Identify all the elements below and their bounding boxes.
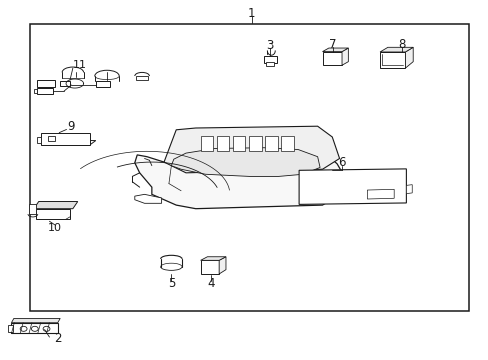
Polygon shape <box>29 204 36 214</box>
Polygon shape <box>11 323 58 333</box>
Polygon shape <box>366 189 393 199</box>
Text: 5: 5 <box>167 278 175 291</box>
Polygon shape <box>135 194 161 203</box>
Polygon shape <box>216 136 229 150</box>
Polygon shape <box>163 126 339 173</box>
Polygon shape <box>34 89 37 93</box>
Text: 10: 10 <box>48 224 62 233</box>
Polygon shape <box>322 48 347 51</box>
Polygon shape <box>264 56 276 63</box>
Polygon shape <box>405 47 412 68</box>
Text: 6: 6 <box>338 156 345 168</box>
Bar <box>30 24 468 311</box>
Polygon shape <box>379 47 412 52</box>
Polygon shape <box>34 202 78 209</box>
Polygon shape <box>36 209 70 220</box>
Text: 4: 4 <box>207 278 215 291</box>
Polygon shape <box>341 48 347 65</box>
Polygon shape <box>37 88 53 94</box>
Text: 11: 11 <box>73 60 86 70</box>
Text: 3: 3 <box>266 39 273 52</box>
Polygon shape <box>41 134 90 145</box>
Polygon shape <box>322 51 341 65</box>
Text: 1: 1 <box>247 7 255 20</box>
Polygon shape <box>266 62 274 66</box>
Bar <box>136 76 148 80</box>
Polygon shape <box>41 140 96 145</box>
Polygon shape <box>11 319 60 323</box>
Bar <box>48 136 55 141</box>
Polygon shape <box>135 155 344 209</box>
Polygon shape <box>406 185 411 194</box>
Polygon shape <box>379 52 405 68</box>
Bar <box>8 325 13 332</box>
Text: 8: 8 <box>397 38 405 51</box>
Polygon shape <box>37 137 41 143</box>
Polygon shape <box>96 81 110 87</box>
Polygon shape <box>171 148 320 176</box>
Polygon shape <box>281 136 293 150</box>
Polygon shape <box>264 136 277 150</box>
Text: 9: 9 <box>67 121 75 134</box>
Polygon shape <box>60 81 70 86</box>
Polygon shape <box>232 136 245 150</box>
Polygon shape <box>248 136 261 150</box>
Polygon shape <box>219 257 225 274</box>
Polygon shape <box>200 257 225 260</box>
Polygon shape <box>200 136 213 150</box>
Text: 2: 2 <box>54 332 62 345</box>
Polygon shape <box>37 80 55 87</box>
Polygon shape <box>299 169 406 204</box>
Polygon shape <box>200 260 219 274</box>
Text: 7: 7 <box>329 38 336 51</box>
